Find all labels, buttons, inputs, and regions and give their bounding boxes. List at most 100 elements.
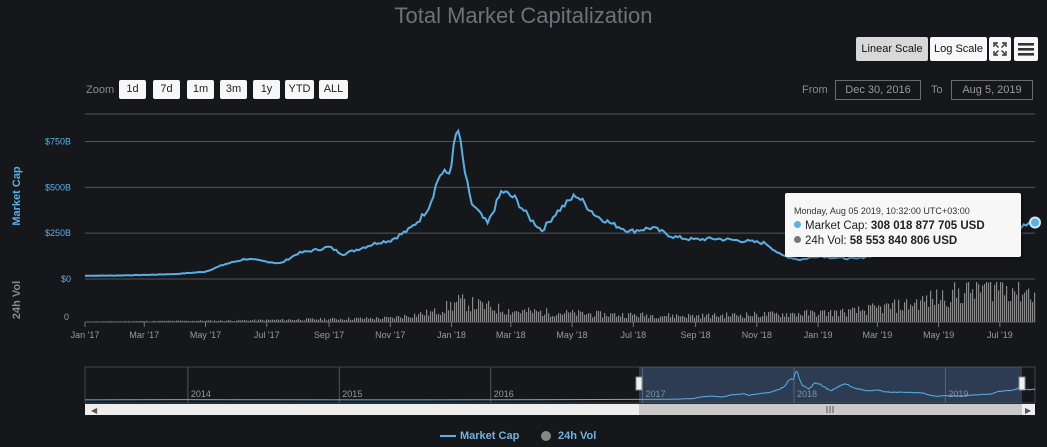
scrollbar-track[interactable] [85,404,1035,415]
volume-bar [674,317,676,322]
volume-bar [508,309,510,322]
volume-bar [688,314,690,322]
navigator-right-handle[interactable] [1018,376,1026,391]
volume-bar [950,301,952,322]
volume-bar [620,316,622,322]
log-scale-button[interactable]: Log Scale [930,37,987,61]
volume-bar [168,320,170,322]
zoom-ytd-button[interactable]: YTD [285,80,314,99]
zoom-1m-button[interactable]: 1m [187,80,214,99]
volume-bar [568,312,570,322]
volume-bar [350,319,352,322]
volume-bar [158,320,160,322]
volume-bar [594,316,596,322]
volume-bar [854,307,856,322]
volume-bar [298,319,300,322]
volume-bar [478,299,480,322]
navigator-tick-label: 2018 [797,389,817,399]
volume-bar [640,313,642,322]
volume-bar [684,316,686,322]
volume-bar [940,300,942,322]
navigator[interactable]: 2014 2015 2016 2017 2018 2019 ◀ ▶ [84,366,1036,415]
volume-bar [792,312,794,322]
tooltip-volume-value: 58 553 840 806 USD [849,235,958,247]
x-tick-label: Jan '18 [437,330,466,340]
volume-bar [534,309,536,322]
volume-bar [268,319,270,322]
y-tick-label: $250B [45,228,71,238]
navigator-left-handle[interactable] [635,376,643,391]
volume-bar [264,320,266,322]
zoom-1y-button[interactable]: 1y [253,80,280,99]
chart-title: Total Market Capitalization [394,3,653,28]
zoom-3m-button[interactable]: 3m [220,80,247,99]
tooltip-market-cap-dot-icon [794,221,801,228]
volume-bar [952,289,954,322]
volume-bar [618,315,620,322]
volume-bar [248,320,250,322]
zoom-7d-button[interactable]: 7d [153,80,180,99]
volume-bar [520,313,522,322]
scroll-right-arrow-icon[interactable]: ▶ [1025,406,1032,415]
volume-bar [464,298,466,322]
volume-bar [808,315,810,322]
volume-bar [728,316,730,322]
volume-bar [910,304,912,322]
volume-bar [398,316,400,322]
volume-bar [276,319,278,322]
volume-bar [798,313,800,322]
volume-bar [362,318,364,322]
volume-bar [566,309,568,322]
volume-bar [726,312,728,322]
volume-bar [796,316,798,322]
volume-bar [760,317,762,322]
volume-bar [986,282,988,322]
volume-bar [754,311,756,322]
volume-bar [918,309,920,322]
volume-bar [546,308,548,322]
zoom-all-button[interactable]: ALL [319,80,348,99]
volume-bar [580,311,582,322]
volume-bar [536,310,538,322]
volume-bar [178,320,180,322]
volume-bar [646,314,648,322]
range-to-input[interactable]: Aug 5, 2019 [951,80,1033,100]
legend-market-cap[interactable]: Market Cap [460,430,520,442]
volume-bar [682,315,684,322]
range-from-input[interactable]: Dec 30, 2016 [835,80,921,100]
x-tick-label: May '18 [556,330,587,340]
tooltip-row-volume: 24h Vol: 58 553 840 806 USD [794,235,957,247]
volume-bar [900,309,902,322]
volume-bar [832,316,834,322]
volume-bar [890,308,892,322]
volume-bar [894,299,896,322]
menu-button[interactable] [1014,37,1038,61]
volume-bar [860,311,862,322]
volume-bar [446,300,448,322]
volume-bar [806,309,808,322]
volume-bar [600,311,602,322]
volume-bar [358,317,360,322]
volume-bar [736,315,738,322]
legend-24h-vol[interactable]: 24h Vol [558,430,597,442]
volume-bar [408,317,410,322]
volume-bar [348,317,350,322]
volume-bar [316,319,318,322]
volume-bar [634,314,636,322]
volume-bar [800,314,802,322]
volume-bar [416,316,418,322]
volume-bar [378,318,380,322]
volume-bar [834,310,836,322]
volume-bar [314,319,316,322]
volume-bar [406,315,408,322]
linear-scale-button[interactable]: Linear Scale [856,37,928,61]
volume-bar [500,312,502,322]
fullscreen-button[interactable] [989,37,1011,61]
volume-bar [382,318,384,322]
volume-bar [414,313,416,322]
zoom-1d-button[interactable]: 1d [119,80,146,99]
volume-bar [318,319,320,322]
scroll-left-arrow-icon[interactable]: ◀ [91,406,98,415]
volume-bar [780,317,782,322]
